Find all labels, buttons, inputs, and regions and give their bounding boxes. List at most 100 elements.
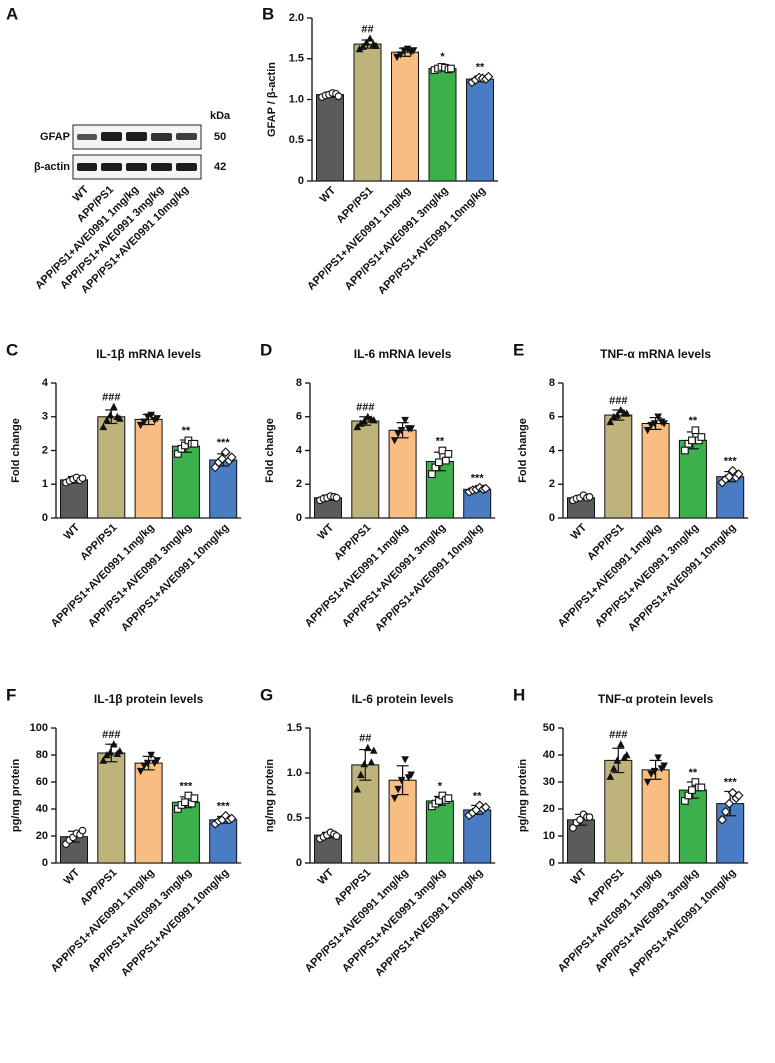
data-point [681,446,689,455]
y-tick-label: 1.0 [287,767,302,779]
y-tick-label: 0.5 [287,812,302,824]
significance: ## [359,733,371,745]
significance: ** [689,767,698,779]
data-point [136,767,145,776]
data-point [569,824,577,832]
data-point [724,798,735,809]
significance: *** [217,801,231,813]
significance: *** [724,456,738,468]
data-point [181,798,189,807]
data-point [332,832,341,840]
y-tick-label: 1 [42,478,48,490]
data-point [140,762,148,770]
data-point [691,426,700,435]
data-point [364,412,372,421]
y-tick-label: 40 [36,803,48,815]
bar [641,769,670,864]
x-tick-label: WT [62,521,83,542]
bar [391,51,419,182]
y-tick-label: 6 [296,411,302,423]
significance: ### [356,402,374,414]
data-point [688,786,696,794]
data-point [617,740,625,748]
panel-letter: E [513,340,524,359]
lane-label: WT [71,183,92,204]
data-point [613,411,622,419]
band [77,134,97,140]
data-point [585,813,594,821]
y-tick-label: 3 [42,411,48,423]
data-point [106,748,115,756]
y-tick-label: 0 [298,175,304,187]
chart-title: TNF-α mRNA levels [600,347,711,361]
x-tick-label: WT [569,521,590,542]
data-point [617,406,625,414]
data-point [480,483,491,494]
data-point [153,415,161,423]
band [126,163,147,171]
bar [604,414,633,519]
data-point [353,785,362,793]
data-point [727,465,738,476]
significance: ** [436,435,445,447]
y-tick-label: 0 [42,512,48,524]
y-axis-label: Fold change [517,418,529,483]
bar [351,420,380,519]
data-point [643,426,652,435]
y-tick-label: 0.5 [289,134,304,146]
chart-title: IL-1β mRNA levels [96,347,201,361]
y-tick-label: 2 [549,478,555,490]
blot-bands [77,132,197,171]
significance: ### [609,729,627,741]
x-tick-label: WT [316,866,337,887]
data-point [697,783,706,792]
data-point [585,493,594,501]
data-point [733,469,744,480]
bar [171,445,200,519]
bar [466,78,494,182]
data-point [367,758,376,766]
chart-title: IL-6 protein levels [352,692,454,706]
y-tick-label: 0 [296,857,302,869]
data-point [397,426,406,435]
data-point [733,790,744,801]
data-point [78,474,87,483]
data-point [366,34,374,42]
data-point [357,419,365,427]
data-point [650,420,659,428]
band [176,163,197,171]
significance: ** [473,790,482,802]
y-tick-label: 8 [296,377,302,389]
data-point [606,772,615,780]
data-point [334,92,343,101]
y-tick-label: 1.0 [289,93,304,105]
data-point [147,751,155,759]
data-point [623,751,631,759]
data-point [116,414,124,422]
bar [134,418,163,519]
y-tick-label: 80 [36,749,48,761]
y-tick-label: 20 [36,830,48,842]
panel-letter: C [6,340,18,359]
y-tick-label: 2 [42,444,48,456]
y-tick-label: 20 [543,803,555,815]
data-point [435,458,443,467]
data-point [660,420,668,428]
significance: ### [102,392,120,404]
data-point [688,436,696,445]
y-tick-label: 100 [30,722,48,734]
data-point [143,759,152,768]
data-point [444,450,453,458]
y-axis-label: pg/mg protein [517,759,529,833]
data-point [390,437,399,445]
data-point [407,425,415,433]
significance: *** [179,780,193,792]
data-point [717,814,728,825]
data-point [650,767,659,776]
data-point [576,815,584,824]
band-name: GFAP [40,131,70,143]
unit-label: kDa [210,110,231,122]
data-point [360,760,369,768]
data-point [136,421,145,430]
y-axis-label: pg/mg protein [10,759,22,833]
